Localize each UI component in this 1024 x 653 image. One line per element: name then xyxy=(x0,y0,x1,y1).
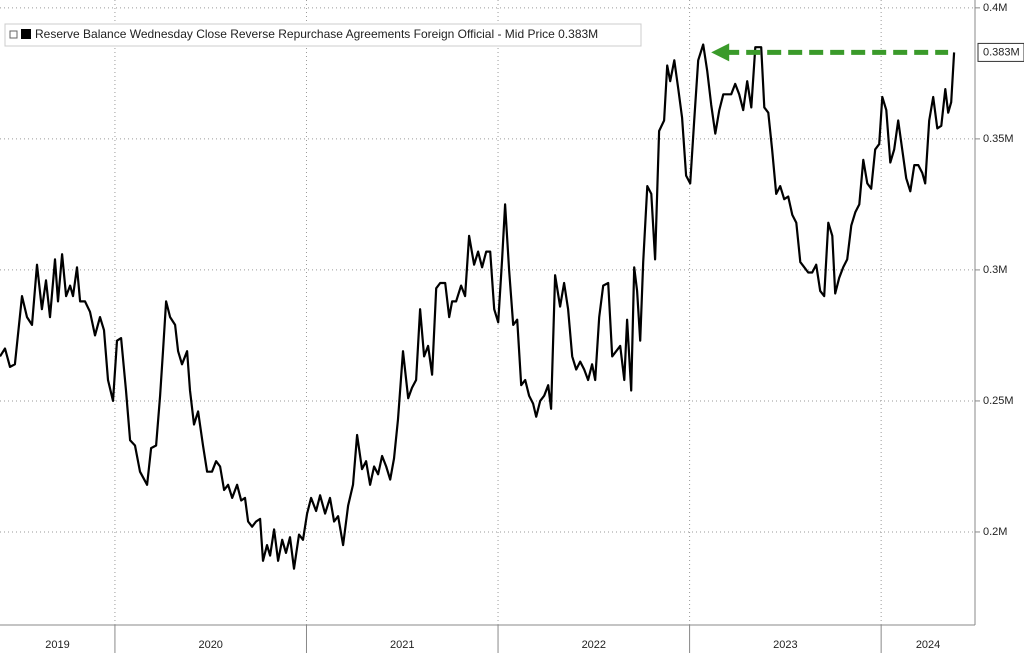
y-tick-label: 0.35M xyxy=(983,133,1014,145)
x-tick-label: 2022 xyxy=(582,639,606,651)
line-series xyxy=(0,43,956,570)
legend-box xyxy=(4,23,642,47)
x-tick-label: 2019 xyxy=(45,639,69,651)
last-value-box xyxy=(977,42,1024,62)
y-tick-label: 0.4M xyxy=(983,2,1007,14)
last-value-label: 0.383M xyxy=(983,46,1020,58)
y-tick-label: 0.25M xyxy=(983,395,1014,407)
y-tick-label: 0.2M xyxy=(983,526,1007,538)
x-tick-label: 2023 xyxy=(773,639,797,651)
x-tick-label: 2024 xyxy=(916,639,940,651)
x-tick-label: 2021 xyxy=(390,639,414,651)
y-tick-label: 0.3M xyxy=(983,264,1007,276)
legend-toggle[interactable] xyxy=(9,30,18,39)
legend-swatch xyxy=(21,29,31,39)
x-tick-label: 2020 xyxy=(198,639,222,651)
legend-label: Reserve Balance Wednesday Close Reverse … xyxy=(35,27,598,41)
arrow-head xyxy=(711,43,730,62)
plot xyxy=(0,0,975,625)
